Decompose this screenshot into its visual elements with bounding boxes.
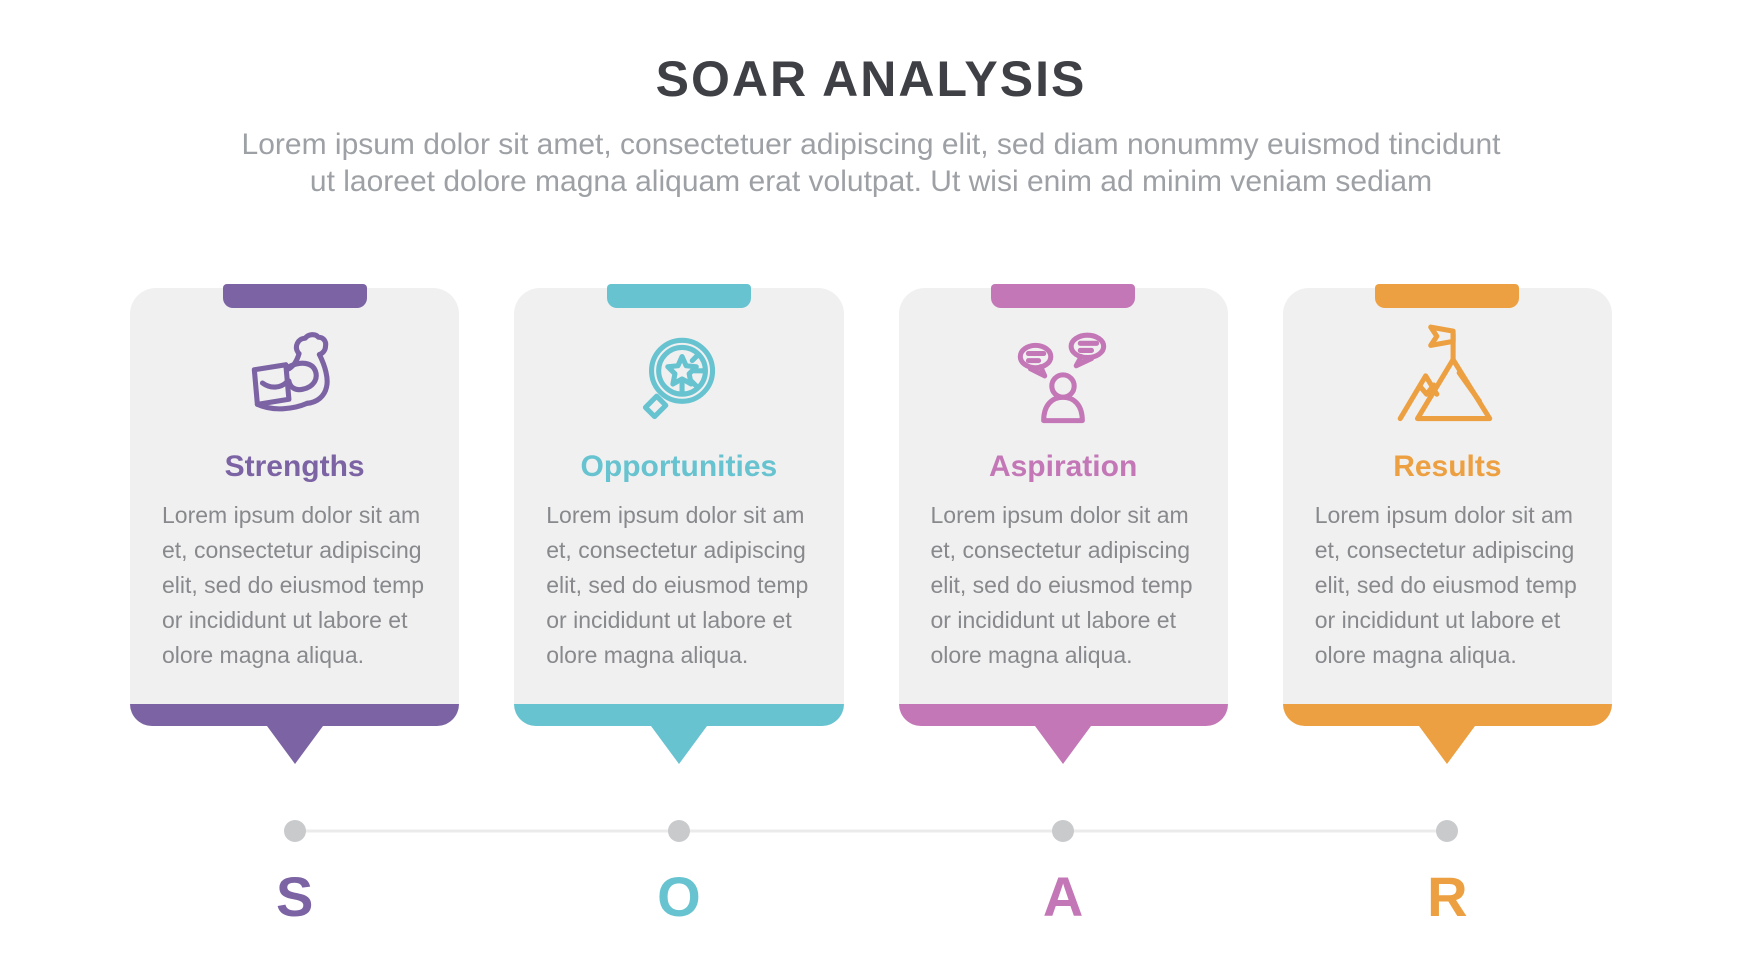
card-pointer [650, 726, 707, 764]
card-top-tab [606, 284, 751, 308]
timeline-dot [667, 820, 690, 842]
card-body: Aspiration Lorem ipsum dolor sit am et, … [898, 288, 1228, 704]
card-bottom-bar [1282, 704, 1612, 726]
card-top-tab [1375, 284, 1520, 308]
timeline [0, 820, 1742, 842]
letter-r: R [1427, 865, 1468, 928]
timeline-line [295, 829, 1447, 833]
card-bottom-bar [514, 704, 844, 726]
cards-row: Strengths Lorem ipsum dolor sit am et, c… [0, 284, 1742, 764]
card-body: Results Lorem ipsum dolor sit am et, con… [1282, 288, 1612, 704]
card-title: Results [1393, 450, 1502, 483]
card-opportunities: Opportunities Lorem ipsum dolor sit am e… [514, 284, 844, 764]
card-pointer [1035, 726, 1092, 764]
timeline-dot [1436, 820, 1459, 842]
timeline-dot [1052, 820, 1075, 842]
card-results: Results Lorem ipsum dolor sit am et, con… [1282, 284, 1612, 764]
card-description: Lorem ipsum dolor sit am et, consectetur… [162, 502, 425, 668]
card-strengths: Strengths Lorem ipsum dolor sit am et, c… [130, 284, 460, 764]
letter-a: A [1042, 865, 1084, 928]
card-aspiration: Aspiration Lorem ipsum dolor sit am et, … [898, 284, 1228, 764]
card-bottom-bar [130, 704, 460, 726]
magnifier-star-icon [616, 320, 742, 446]
card-pointer [1419, 726, 1476, 764]
card-description: Lorem ipsum dolor sit am et, consectetur… [1314, 502, 1577, 668]
page-title: SOAR ANALYSIS [655, 51, 1087, 107]
mountain-flag-icon [1384, 320, 1510, 446]
card-pointer [266, 726, 323, 764]
card-title: Strengths [224, 450, 365, 483]
muscle-arm-icon [232, 320, 358, 446]
page-subtitle: Lorem ipsum dolor sit amet, consectetuer… [241, 128, 1501, 198]
card-top-tab [991, 284, 1136, 308]
card-description: Lorem ipsum dolor sit am et, consectetur… [546, 502, 809, 668]
card-body: Strengths Lorem ipsum dolor sit am et, c… [130, 288, 460, 704]
letter-s: S [275, 865, 314, 928]
card-bottom-bar [898, 704, 1228, 726]
timeline-dot [283, 820, 306, 842]
card-description: Lorem ipsum dolor sit am et, consectetur… [930, 502, 1193, 668]
letter-o: O [657, 865, 701, 928]
header: SOAR ANALYSIS Lorem ipsum dolor sit amet… [0, 0, 1742, 200]
card-body: Opportunities Lorem ipsum dolor sit am e… [514, 288, 844, 704]
card-title: Opportunities [580, 450, 778, 483]
card-title: Aspiration [988, 450, 1138, 483]
letters-row: S O A R [0, 864, 1742, 929]
card-top-tab [222, 284, 367, 308]
person-speech-bubbles-icon [1000, 320, 1126, 446]
